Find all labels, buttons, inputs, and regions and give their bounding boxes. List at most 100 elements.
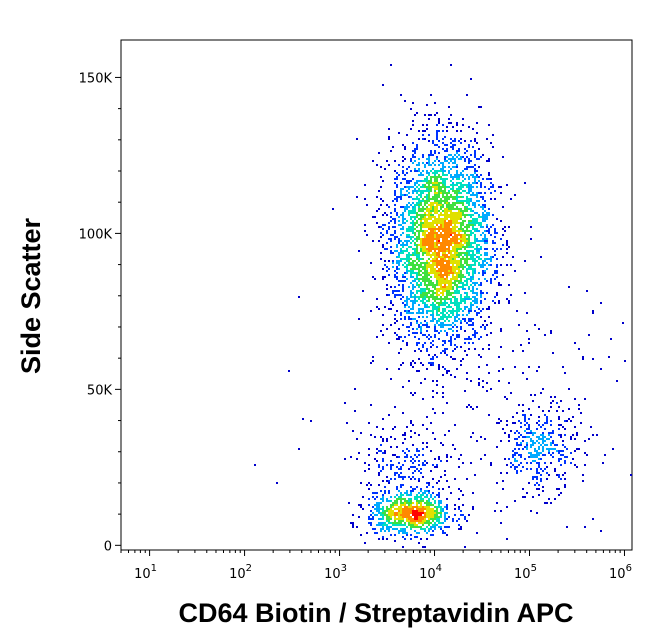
event-dot <box>458 176 460 178</box>
event-dot <box>408 524 410 526</box>
event-dot <box>474 242 476 244</box>
event-dot <box>382 200 384 202</box>
event-dot <box>528 408 530 410</box>
event-dot <box>454 162 456 164</box>
event-dot <box>398 522 400 524</box>
event-dot <box>414 514 416 516</box>
event-dot <box>374 508 376 510</box>
event-dot <box>450 240 452 242</box>
event-dot <box>450 252 452 254</box>
event-dot <box>476 300 478 302</box>
event-dot <box>422 316 424 318</box>
event-dot <box>466 378 468 380</box>
event-dot <box>494 236 496 238</box>
event-dot <box>378 208 380 210</box>
event-dot <box>440 186 442 188</box>
event-dot <box>424 512 426 514</box>
event-dot <box>584 526 586 528</box>
event-dot <box>388 308 390 310</box>
event-dot <box>462 190 464 192</box>
event-dot <box>426 500 428 502</box>
event-dot <box>430 186 432 188</box>
event-dot <box>530 438 532 440</box>
event-dot <box>478 166 480 168</box>
event-dot <box>420 202 422 204</box>
event-dot <box>412 476 414 478</box>
event-dot <box>432 176 434 178</box>
event-dot <box>400 196 402 198</box>
event-dot <box>458 498 460 500</box>
event-dot <box>400 250 402 252</box>
event-dot <box>392 234 394 236</box>
event-dot <box>402 284 404 286</box>
event-dot <box>486 242 488 244</box>
event-dot <box>448 272 450 274</box>
event-dot <box>460 138 462 140</box>
event-dot <box>428 290 430 292</box>
event-dot <box>458 270 460 272</box>
event-dot <box>528 456 530 458</box>
event-dot <box>400 188 402 190</box>
event-dot <box>480 216 482 218</box>
event-dot <box>408 512 410 514</box>
event-dot <box>406 270 408 272</box>
event-dot <box>456 242 458 244</box>
event-dot <box>498 300 500 302</box>
event-dot <box>402 546 404 548</box>
event-dot <box>538 464 540 466</box>
event-dot <box>420 522 422 524</box>
event-dot <box>574 426 576 428</box>
event-dot <box>468 158 470 160</box>
event-dot <box>458 150 460 152</box>
event-dot <box>442 532 444 534</box>
event-dot <box>472 222 474 224</box>
event-dot <box>444 248 446 250</box>
event-dot <box>484 270 486 272</box>
event-dot <box>414 250 416 252</box>
event-dot <box>380 444 382 446</box>
event-dot <box>430 304 432 306</box>
event-dot <box>388 342 390 344</box>
event-dot <box>470 406 472 408</box>
event-dot <box>430 198 432 200</box>
event-dot <box>400 258 402 260</box>
event-dot <box>482 216 484 218</box>
event-dot <box>424 208 426 210</box>
event-dot <box>476 256 478 258</box>
event-dot <box>474 218 476 220</box>
event-dot <box>454 514 456 516</box>
event-dot <box>412 510 414 512</box>
event-dot <box>452 248 454 250</box>
event-dot <box>432 254 434 256</box>
event-dot <box>448 370 450 372</box>
event-dot <box>396 276 398 278</box>
event-dot <box>466 214 468 216</box>
event-dot <box>530 226 532 228</box>
event-dot <box>418 324 420 326</box>
event-dot <box>466 296 468 298</box>
event-dot <box>432 172 434 174</box>
event-dot <box>384 510 386 512</box>
event-dot <box>416 220 418 222</box>
event-dot <box>414 264 416 266</box>
event-dot <box>476 406 478 408</box>
event-dot <box>392 514 394 516</box>
event-dot <box>574 450 576 452</box>
event-dot <box>538 436 540 438</box>
event-dot <box>424 166 426 168</box>
event-dot <box>414 228 416 230</box>
event-dot <box>440 272 442 274</box>
event-dot <box>464 266 466 268</box>
event-dot <box>410 486 412 488</box>
event-dot <box>468 240 470 242</box>
event-dot <box>412 514 414 516</box>
event-dot <box>440 204 442 206</box>
event-dot <box>444 368 446 370</box>
event-dot <box>516 470 518 472</box>
event-dot <box>460 142 462 144</box>
event-dot <box>444 234 446 236</box>
event-dot <box>450 284 452 286</box>
event-dot <box>392 524 394 526</box>
event-dot <box>478 250 480 252</box>
event-dot <box>416 508 418 510</box>
